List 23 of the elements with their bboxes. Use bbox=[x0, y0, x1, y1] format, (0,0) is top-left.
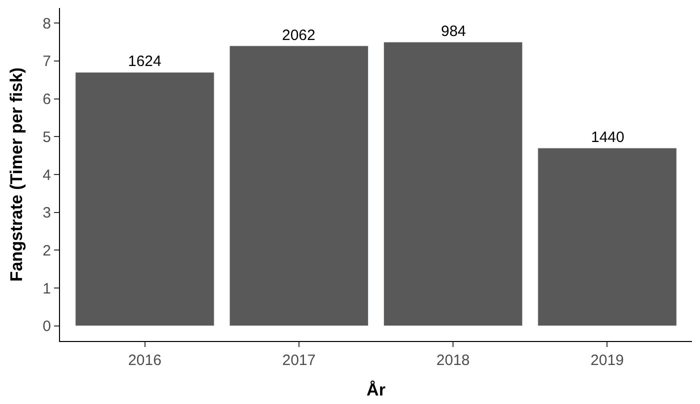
annotation: 1624 bbox=[128, 53, 162, 70]
x-tick-label: 2018 bbox=[436, 352, 470, 369]
y-tick-label: 3 bbox=[42, 204, 51, 222]
y-tick-label: 2 bbox=[42, 242, 51, 260]
y-tick-label: 5 bbox=[42, 128, 51, 146]
y-tick-label: 1 bbox=[42, 280, 51, 298]
y-tick-label: 6 bbox=[42, 91, 51, 108]
x-tick-label: 2017 bbox=[282, 352, 316, 369]
x-axis-title: År bbox=[366, 380, 386, 400]
y-tick-label: 4 bbox=[42, 166, 51, 184]
y-tick-label: 8 bbox=[42, 15, 51, 32]
y-axis-title: Fangstrate (Timer per fisk) bbox=[7, 67, 26, 282]
annotation: 2062 bbox=[282, 27, 316, 44]
y-tick-label: 7 bbox=[42, 53, 51, 70]
x-tick-label: 2016 bbox=[128, 352, 162, 369]
annotation: 984 bbox=[441, 23, 466, 40]
y-tick-label: 0 bbox=[42, 318, 51, 336]
bar bbox=[229, 46, 369, 326]
x-tick-label: 2019 bbox=[590, 352, 624, 369]
bar bbox=[538, 148, 677, 326]
bar bbox=[75, 72, 214, 326]
bar bbox=[383, 42, 523, 326]
annotation: 1440 bbox=[591, 129, 624, 146]
